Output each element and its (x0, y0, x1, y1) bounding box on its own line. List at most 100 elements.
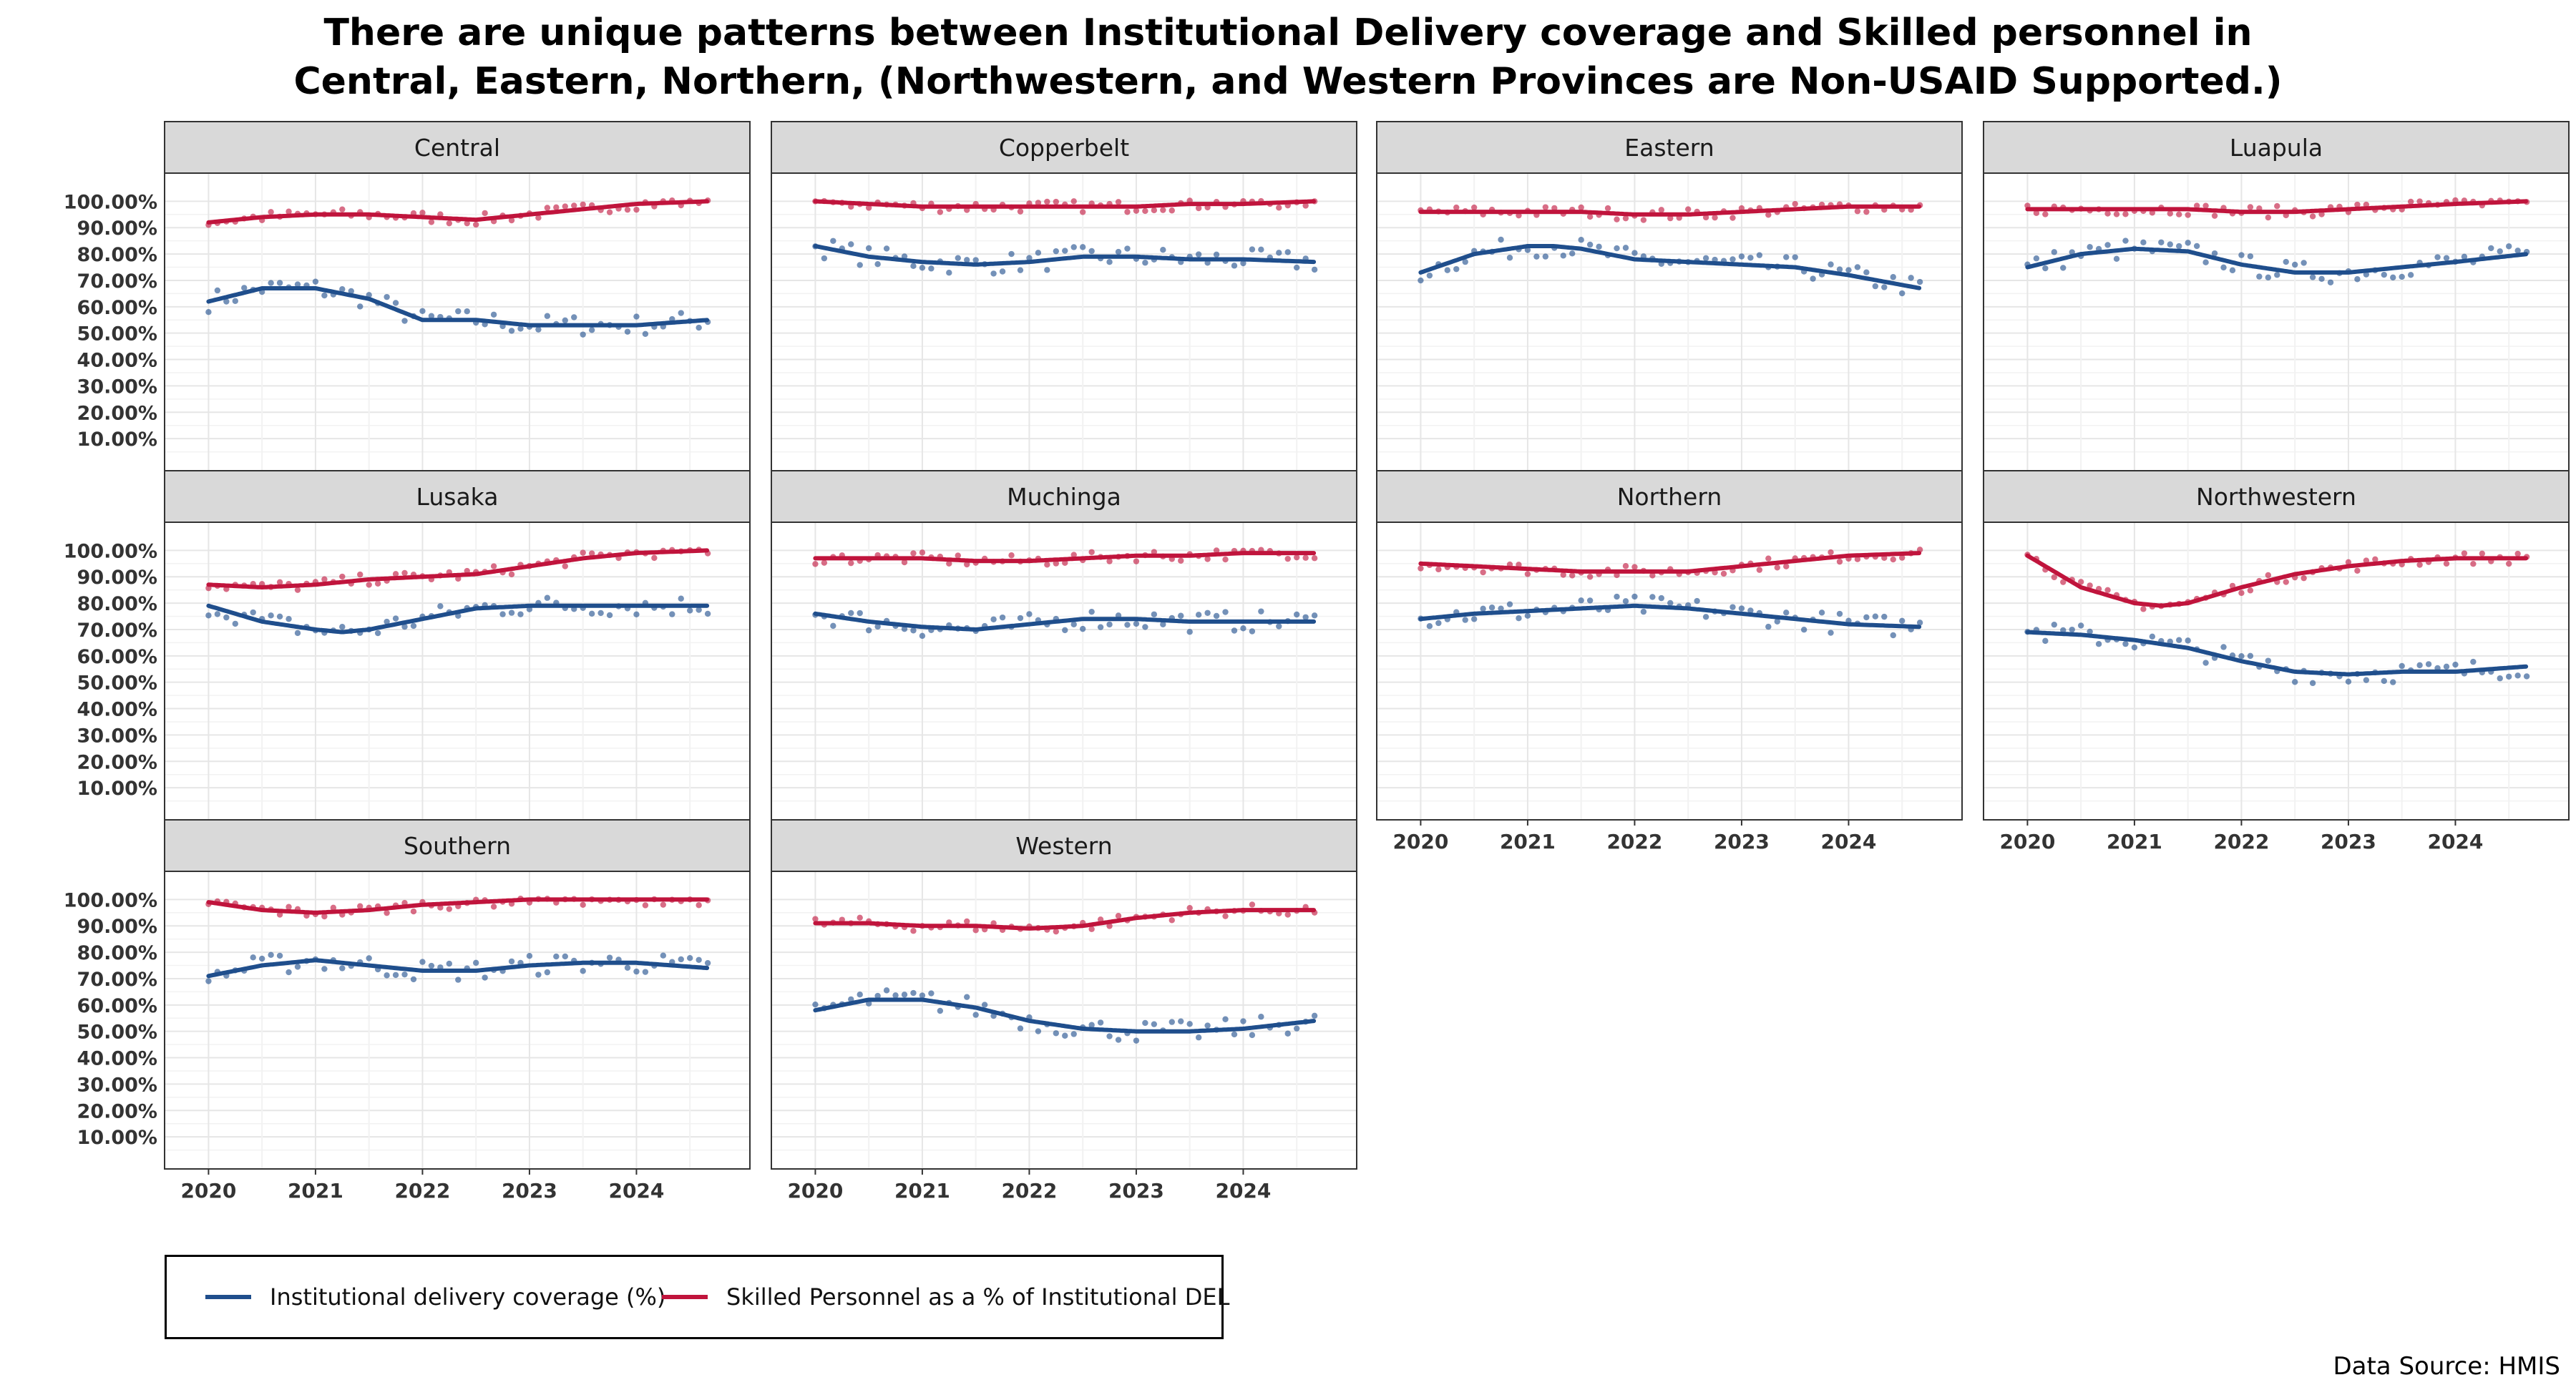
coverage-point (857, 610, 863, 617)
skilled-point (508, 571, 515, 578)
coverage-point (1053, 1030, 1060, 1037)
coverage-point (2291, 261, 2298, 268)
coverage-point (232, 620, 238, 627)
skilled-point (2122, 211, 2129, 217)
coverage-smooth-line (813, 244, 1317, 267)
coverage-point (1160, 621, 1166, 627)
skilled-smooth-line (813, 908, 1317, 931)
skilled-point (482, 210, 488, 217)
panel-background (165, 871, 750, 1169)
coverage-point (1213, 251, 1220, 258)
coverage-point (606, 954, 613, 961)
coverage-point (1480, 605, 1486, 612)
coverage-point (2220, 264, 2227, 271)
coverage-point (830, 622, 836, 630)
coverage-point (964, 994, 970, 1000)
coverage-point (910, 263, 917, 270)
x-tick-label: 2022 (1001, 1179, 1057, 1203)
coverage-point (2122, 238, 2129, 244)
skilled-point (1890, 556, 1896, 563)
coverage-point (321, 292, 328, 299)
skilled-point (1720, 570, 1727, 577)
skilled-point (865, 205, 872, 211)
skilled-point (1418, 565, 1424, 572)
y-tick-label: 70.00% (77, 969, 157, 991)
coverage-point (526, 953, 533, 959)
coverage-point (857, 262, 863, 268)
coverage-point (2211, 250, 2218, 257)
coverage-point (214, 287, 221, 294)
coverage-point (1142, 624, 1148, 630)
panel-central: Central 10.00% 20.00% 30.00% 40.00% 50.00% 60.… (64, 121, 751, 471)
skilled-point (946, 560, 952, 567)
panel-strip (771, 819, 1357, 872)
coverage-point (294, 281, 301, 288)
coverage-point (1747, 607, 1754, 614)
y-tick-label: 50.00% (77, 672, 157, 695)
coverage-point (2069, 626, 2075, 633)
coverage-point (1097, 1019, 1104, 1026)
coverage-point (1133, 620, 1140, 627)
coverage-point (696, 607, 702, 613)
coverage-point (2425, 661, 2432, 667)
coverage-point (571, 314, 577, 320)
coverage-point (1115, 248, 1122, 255)
skilled-point (446, 220, 453, 227)
skilled-point (1169, 207, 1175, 214)
skilled-point (2211, 212, 2218, 219)
skilled-point (1151, 207, 1158, 214)
coverage-point (1881, 284, 1888, 290)
coverage-point (1747, 255, 1754, 261)
coverage-point (214, 611, 221, 617)
coverage-smooth-line (813, 997, 1317, 1034)
skilled-point (1684, 206, 1692, 212)
coverage-point (1053, 248, 1060, 255)
y-tick-label: 90.00% (77, 567, 157, 589)
coverage-point (1204, 1022, 1211, 1029)
coverage-point (1898, 290, 1906, 297)
coverage-point (2327, 279, 2334, 285)
coverage-point (499, 611, 506, 617)
coverage-point (2363, 677, 2370, 683)
panel-background (1984, 173, 2569, 471)
skilled-point (633, 206, 640, 213)
skilled-point (1453, 204, 1460, 211)
skilled-point (1792, 200, 1798, 207)
y-tick-label: 60.00% (77, 297, 157, 319)
skilled-point (2443, 560, 2450, 567)
coverage-point (2309, 274, 2316, 280)
skilled-point (901, 559, 908, 566)
coverage-point (1649, 594, 1656, 600)
coverage-point (2087, 244, 2093, 250)
coverage-point (286, 615, 292, 622)
coverage-point (1908, 275, 1914, 281)
coverage-point (384, 972, 390, 979)
skilled-point (2354, 201, 2361, 208)
legend-label-skilled: Skilled Personnel as a % of Institutiona… (726, 1283, 1230, 1311)
y-tick-label: 50.00% (77, 323, 157, 346)
coverage-point (1702, 255, 1709, 262)
coverage-smooth-line (206, 286, 710, 328)
skilled-point (1631, 564, 1638, 570)
skilled-point (1151, 549, 1158, 555)
x-tick-label: 2022 (2213, 830, 2269, 853)
coverage-point (1640, 608, 1647, 615)
coverage-point (2354, 276, 2361, 283)
skilled-point (1284, 911, 1291, 918)
y-tick-label: 50.00% (77, 1022, 157, 1044)
skilled-point (339, 206, 346, 212)
skilled-smooth-line (1418, 551, 1922, 574)
skilled-point (428, 219, 435, 225)
skilled-point (1160, 207, 1166, 213)
coverage-smooth-line (2025, 246, 2529, 275)
skilled-point (1542, 204, 1549, 210)
coverage-point (990, 616, 997, 622)
coverage-point (1151, 1021, 1158, 1027)
coverage-point (1631, 593, 1638, 600)
coverage-point (1160, 247, 1166, 253)
skilled-point (2372, 556, 2379, 562)
coverage-point (2265, 274, 2272, 281)
skilled-point (1195, 205, 1202, 212)
coverage-point (848, 610, 854, 617)
coverage-point (1506, 601, 1513, 607)
